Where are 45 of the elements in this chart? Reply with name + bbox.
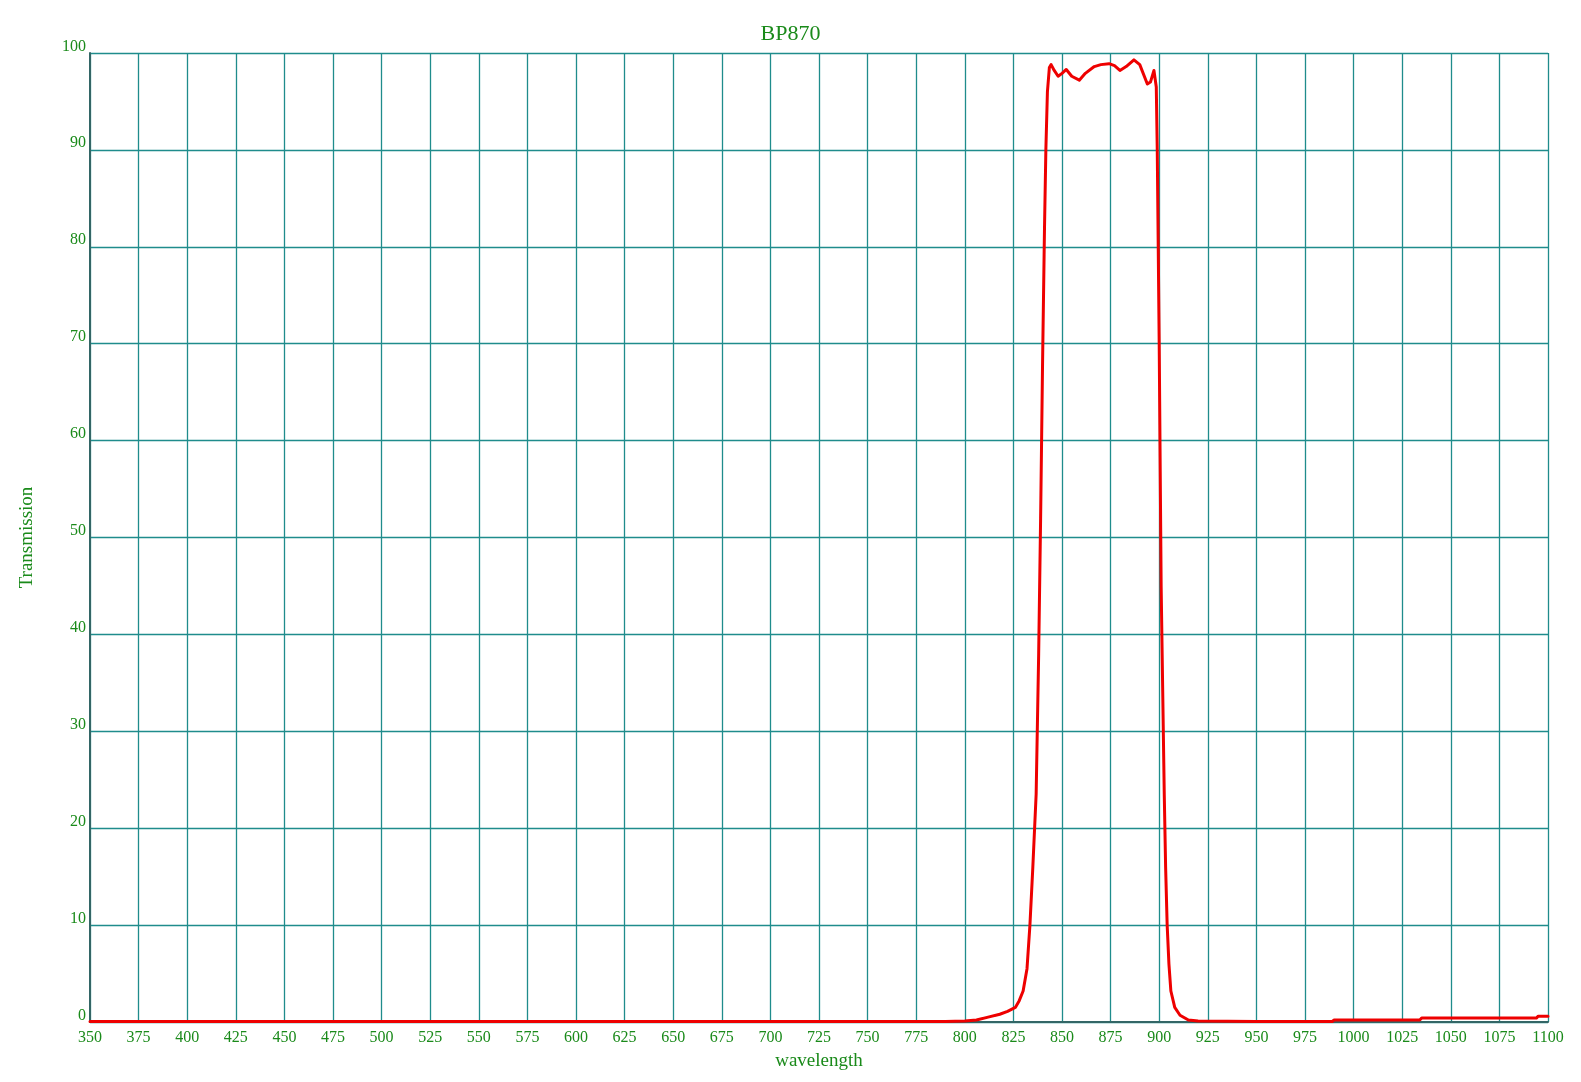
x-tick-label: 500 bbox=[369, 1027, 394, 1045]
y-tick-label: 20 bbox=[70, 811, 86, 829]
y-tick-label: 0 bbox=[78, 1005, 86, 1023]
y-tick-label: 40 bbox=[70, 617, 86, 635]
x-tick-label: 625 bbox=[612, 1027, 637, 1045]
x-tick-label: 800 bbox=[952, 1027, 977, 1045]
x-tick-label: 1025 bbox=[1386, 1027, 1419, 1045]
x-tick-label: 1075 bbox=[1483, 1027, 1516, 1045]
x-tick-label: 525 bbox=[418, 1027, 443, 1045]
x-tick-label: 975 bbox=[1293, 1027, 1317, 1045]
x-tick-label: 950 bbox=[1244, 1027, 1269, 1045]
y-tick-label: 100 bbox=[62, 36, 86, 54]
x-tick-label: 775 bbox=[904, 1027, 929, 1045]
x-tick-label: 675 bbox=[709, 1027, 734, 1045]
chart-title: BP870 bbox=[760, 19, 821, 45]
y-tick-label: 60 bbox=[70, 424, 86, 442]
y-tick-label: 90 bbox=[70, 133, 86, 151]
x-tick-label: 600 bbox=[564, 1027, 588, 1045]
x-tick-label: 1000 bbox=[1337, 1027, 1370, 1045]
x-tick-label: 350 bbox=[78, 1027, 102, 1045]
x-tick-label: 925 bbox=[1195, 1027, 1220, 1045]
x-tick-label: 400 bbox=[175, 1027, 200, 1045]
x-tick-label: 550 bbox=[466, 1027, 491, 1045]
x-tick-label: 475 bbox=[321, 1027, 345, 1045]
x-tick-label: 875 bbox=[1098, 1027, 1123, 1045]
x-tick-label: 725 bbox=[807, 1027, 831, 1045]
x-tick-label: 650 bbox=[661, 1027, 686, 1045]
x-tick-label: 450 bbox=[272, 1027, 297, 1045]
x-tick-label: 825 bbox=[1001, 1027, 1026, 1045]
x-tick-label: 750 bbox=[855, 1027, 880, 1045]
x-tick-label: 850 bbox=[1050, 1027, 1074, 1045]
x-tick-label: 700 bbox=[758, 1027, 783, 1045]
y-tick-label: 50 bbox=[70, 521, 86, 538]
x-tick-label: 375 bbox=[126, 1027, 151, 1045]
x-tick-label: 425 bbox=[223, 1027, 248, 1045]
y-tick-label: 80 bbox=[70, 230, 86, 248]
y-tick-label: 10 bbox=[70, 908, 86, 926]
y-axis-title: Transmission bbox=[15, 486, 36, 589]
x-tick-label: 575 bbox=[515, 1027, 540, 1045]
x-axis-title: wavelength bbox=[775, 1049, 864, 1070]
y-tick-label: 70 bbox=[70, 327, 86, 345]
x-tick-label: 900 bbox=[1147, 1027, 1172, 1045]
x-tick-label: 1100 bbox=[1532, 1027, 1564, 1045]
x-tick-label: 1050 bbox=[1434, 1027, 1467, 1045]
y-tick-label: 30 bbox=[70, 714, 86, 732]
